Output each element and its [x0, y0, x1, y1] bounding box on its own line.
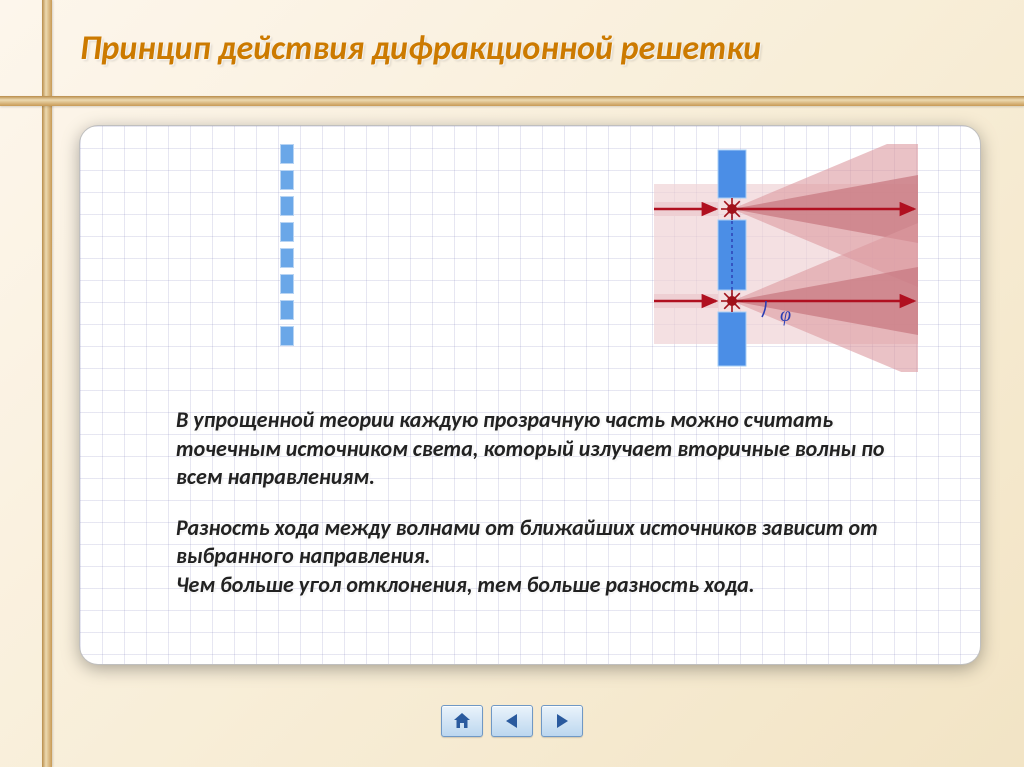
grating-segment: [280, 144, 294, 164]
paragraph-3: Чем больше угол отклонения, тем больше р…: [176, 571, 920, 600]
page-title: Принцип действия дифракционной решетки: [80, 28, 994, 69]
grating-segment: [280, 326, 294, 346]
grating-segment: [280, 274, 294, 294]
arrow-left-icon: [502, 712, 522, 730]
vertical-rule: [42, 0, 52, 767]
grating-segment: [280, 222, 294, 242]
svg-text:φ: φ: [780, 304, 791, 326]
grating-illustration: [280, 144, 294, 346]
home-button[interactable]: [441, 705, 483, 737]
navigation-bar: [0, 705, 1024, 737]
horizontal-rule: [0, 96, 1024, 106]
body-text: В упрощенной теории каждую прозрачную ча…: [176, 406, 920, 622]
paragraph-2: Разность хода между волнами от ближайших…: [176, 514, 920, 571]
arrow-right-icon: [552, 712, 572, 730]
grating-segment: [280, 196, 294, 216]
next-button[interactable]: [541, 705, 583, 737]
grating-segment: [280, 170, 294, 190]
grating-segment: [280, 300, 294, 320]
diffraction-diagram: φ: [642, 144, 918, 372]
home-icon: [452, 712, 472, 730]
content-panel: φ В упрощенной теории каждую прозрачную …: [80, 126, 980, 664]
prev-button[interactable]: [491, 705, 533, 737]
grating-segment: [280, 248, 294, 268]
paragraph-1: В упрощенной теории каждую прозрачную ча…: [176, 406, 920, 492]
